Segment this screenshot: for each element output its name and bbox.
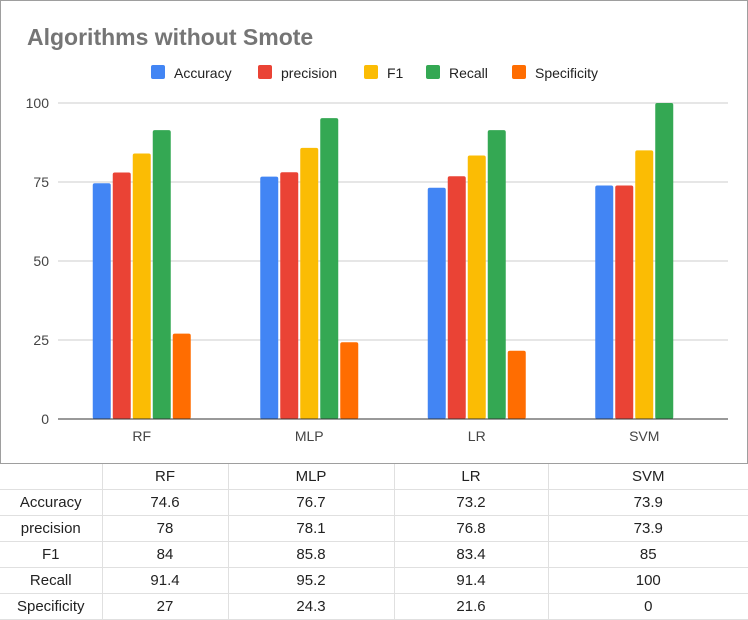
table-cell: 91.4 [394,567,549,594]
table-header-row: RF MLP LR SVM [0,464,748,490]
table-cell: 76.8 [394,515,549,542]
y-tick-label: 75 [33,174,49,190]
y-axis-ticks: 0 25 50 75 100 [26,95,50,427]
bar-f1-rf [132,153,151,419]
bar-specificity-lr [507,350,526,419]
legend-label: Specificity [535,65,598,81]
table-cell: 73.9 [548,515,748,542]
bar-precision-lr [447,176,466,419]
table-cell: 85 [548,541,748,568]
table-cell: 78.1 [228,515,395,542]
bar-precision-svm [615,185,634,419]
bar-precision-rf [112,172,131,419]
table-cell: 84 [102,541,229,568]
table-cell: 85.8 [228,541,395,568]
y-tick-label: 25 [33,332,49,348]
column-header [0,464,103,490]
x-tick-label: SVM [629,428,659,444]
bar-f1-mlp [300,147,319,419]
y-tick-label: 50 [33,253,49,269]
bar-specificity-rf [172,333,191,419]
table-row: F1 84 85.8 83.4 85 [0,541,748,568]
table-cell: 91.4 [102,567,229,594]
row-label: Specificity [0,593,103,620]
column-header: MLP [228,464,395,490]
bar-precision-mlp [280,172,299,419]
bar-accuracy-rf [92,183,111,419]
chart-container: Algorithms without Smote Accuracy precisi… [0,0,748,464]
bar-accuracy-svm [595,185,614,419]
bar-recall-lr [487,130,506,419]
bar-specificity-mlp [340,342,359,419]
table-cell: 78 [102,515,229,542]
legend-swatch [364,65,378,79]
table-cell: 83.4 [394,541,549,568]
table-cell: 95.2 [228,567,395,594]
x-tick-label: MLP [295,428,324,444]
table-cell: 73.2 [394,489,549,516]
row-label: F1 [0,541,103,568]
table-cell: 27 [102,593,229,620]
table-cell: 76.7 [228,489,395,516]
table-row: Specificity 27 24.3 21.6 0 [0,593,748,620]
data-table: RF MLP LR SVM Accuracy 74.6 76.7 73.2 73.9 preci… [0,464,748,620]
bar-f1-lr [467,155,486,419]
table-row: Accuracy 74.6 76.7 73.2 73.9 [0,489,748,516]
legend-swatch [151,65,165,79]
legend-swatch [426,65,440,79]
legend-item-f1: F1 [364,65,404,81]
table-cell: 0 [548,593,748,620]
table-cell: 74.6 [102,489,229,516]
legend: Accuracy precision F1 Recall Specificity [151,65,598,81]
legend-item-recall: Recall [426,65,488,81]
legend-label: F1 [387,65,404,81]
bar-accuracy-lr [427,187,446,419]
table-cell: 100 [548,567,748,594]
bar-f1-svm [635,150,654,419]
x-tick-label: RF [132,428,151,444]
y-tick-label: 0 [41,411,49,427]
bar-recall-mlp [320,118,339,419]
y-tick-label: 100 [26,95,50,111]
bar-chart: Algorithms without Smote Accuracy precisi… [26,24,728,444]
x-axis-ticks: RF MLP LR SVM [132,428,659,444]
table-cell: 73.9 [548,489,748,516]
legend-item-specificity: Specificity [512,65,598,81]
x-tick-label: LR [468,428,486,444]
legend-label: precision [281,65,337,81]
column-header: LR [394,464,549,490]
legend-item-precision: precision [258,65,337,81]
legend-swatch [512,65,526,79]
table-cell: 24.3 [228,593,395,620]
bar-accuracy-mlp [260,176,279,419]
chart-title: Algorithms without Smote [27,24,313,50]
legend-item-accuracy: Accuracy [151,65,232,81]
bar-recall-rf [152,130,171,419]
row-label: Recall [0,567,103,594]
legend-label: Recall [449,65,488,81]
bar-recall-svm [655,103,674,419]
column-header: RF [102,464,229,490]
column-header: SVM [548,464,748,490]
table-row: Recall 91.4 95.2 91.4 100 [0,567,748,594]
table-cell: 21.6 [394,593,549,620]
row-label: precision [0,515,103,542]
bars [92,103,674,419]
row-label: Accuracy [0,489,103,516]
legend-label: Accuracy [174,65,232,81]
legend-swatch [258,65,272,79]
table-row: precision 78 78.1 76.8 73.9 [0,515,748,542]
